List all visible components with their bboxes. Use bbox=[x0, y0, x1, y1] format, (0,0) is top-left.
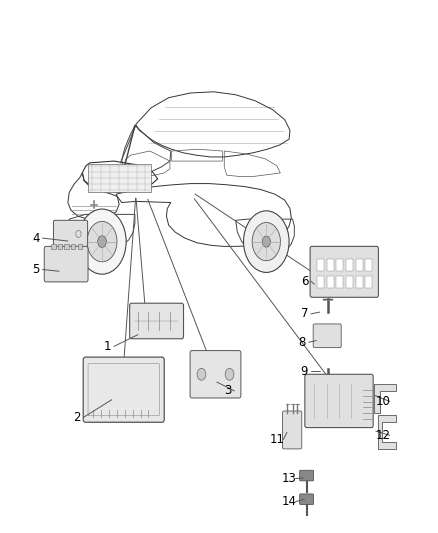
Circle shape bbox=[197, 368, 206, 380]
FancyBboxPatch shape bbox=[336, 276, 343, 288]
Text: 1: 1 bbox=[103, 340, 111, 353]
FancyBboxPatch shape bbox=[64, 244, 69, 249]
Text: 2: 2 bbox=[73, 411, 81, 424]
FancyBboxPatch shape bbox=[305, 374, 373, 427]
Polygon shape bbox=[378, 415, 396, 449]
Circle shape bbox=[98, 236, 106, 247]
FancyBboxPatch shape bbox=[83, 357, 164, 422]
FancyBboxPatch shape bbox=[317, 276, 324, 288]
Text: 6: 6 bbox=[300, 275, 308, 288]
FancyBboxPatch shape bbox=[313, 324, 341, 348]
FancyBboxPatch shape bbox=[327, 260, 334, 271]
FancyBboxPatch shape bbox=[365, 276, 372, 288]
FancyBboxPatch shape bbox=[51, 244, 56, 249]
Circle shape bbox=[244, 211, 289, 272]
FancyBboxPatch shape bbox=[310, 246, 378, 297]
FancyBboxPatch shape bbox=[356, 260, 363, 271]
FancyBboxPatch shape bbox=[53, 220, 88, 247]
Text: 5: 5 bbox=[32, 263, 39, 276]
FancyBboxPatch shape bbox=[58, 244, 62, 249]
FancyBboxPatch shape bbox=[365, 260, 372, 271]
Text: 7: 7 bbox=[300, 308, 308, 320]
Text: 13: 13 bbox=[282, 472, 297, 485]
FancyBboxPatch shape bbox=[130, 303, 184, 339]
FancyBboxPatch shape bbox=[346, 276, 353, 288]
Text: 12: 12 bbox=[376, 429, 391, 442]
FancyBboxPatch shape bbox=[356, 276, 363, 288]
FancyBboxPatch shape bbox=[71, 244, 75, 249]
FancyBboxPatch shape bbox=[346, 260, 353, 271]
Text: 14: 14 bbox=[282, 495, 297, 508]
Circle shape bbox=[78, 209, 126, 274]
Text: 4: 4 bbox=[32, 231, 40, 245]
FancyBboxPatch shape bbox=[44, 246, 88, 282]
Circle shape bbox=[262, 236, 270, 247]
FancyBboxPatch shape bbox=[336, 260, 343, 271]
FancyBboxPatch shape bbox=[78, 244, 82, 249]
Circle shape bbox=[252, 223, 280, 261]
FancyBboxPatch shape bbox=[300, 470, 314, 481]
Circle shape bbox=[225, 368, 234, 380]
Text: 9: 9 bbox=[300, 365, 308, 378]
Circle shape bbox=[87, 221, 117, 262]
FancyBboxPatch shape bbox=[283, 411, 302, 449]
Text: 3: 3 bbox=[224, 384, 231, 398]
FancyBboxPatch shape bbox=[190, 351, 241, 398]
Polygon shape bbox=[374, 384, 396, 414]
Text: 11: 11 bbox=[269, 433, 284, 446]
FancyBboxPatch shape bbox=[300, 494, 314, 505]
FancyBboxPatch shape bbox=[317, 260, 324, 271]
FancyBboxPatch shape bbox=[88, 164, 151, 192]
Text: 10: 10 bbox=[376, 395, 391, 408]
Text: 8: 8 bbox=[299, 336, 306, 349]
FancyBboxPatch shape bbox=[327, 276, 334, 288]
